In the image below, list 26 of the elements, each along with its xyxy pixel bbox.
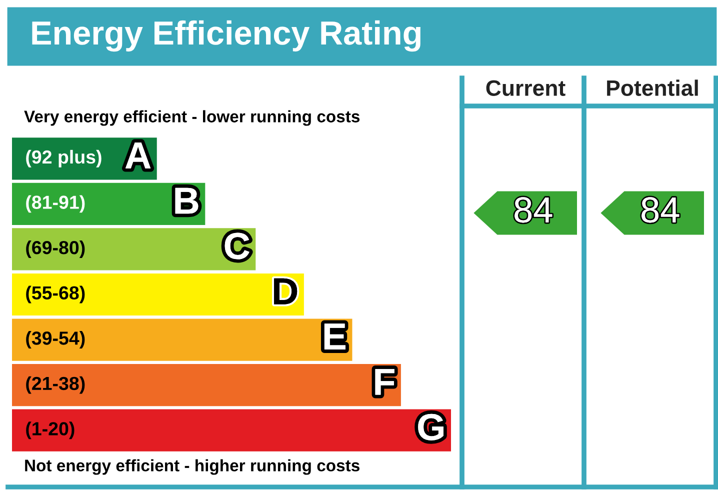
category-label: Current xyxy=(486,80,566,96)
y-tick-label: E xyxy=(324,324,346,350)
text: Very energy efficient - lower running costs xyxy=(24,110,360,126)
y-tick-label: D xyxy=(274,278,298,304)
bar xyxy=(12,273,304,316)
bar xyxy=(12,364,401,406)
data-label: 84 xyxy=(514,197,552,223)
annotation: (39-54) xyxy=(26,331,85,349)
y-tick-label: F xyxy=(375,368,394,395)
annotation: (92 plus) xyxy=(26,150,102,168)
data-label: 84 xyxy=(642,197,680,223)
y-tick-label: B xyxy=(175,188,198,214)
chart-title: Energy Efficiency Rating xyxy=(32,20,420,52)
y-tick-label: A xyxy=(125,142,151,168)
annotation: (55-68) xyxy=(26,286,85,304)
annotation: (21-38) xyxy=(26,376,85,394)
bar xyxy=(12,318,352,361)
y-tick-label: C xyxy=(224,232,250,260)
bar xyxy=(12,409,451,452)
bar xyxy=(12,228,256,270)
text: Not energy efficient - higher running costs xyxy=(25,459,360,475)
annotation: (81-91) xyxy=(26,195,85,213)
annotation: (1-20) xyxy=(26,422,74,440)
category-label: Potential xyxy=(607,80,698,96)
y-tick-label: G xyxy=(418,414,444,440)
annotation: (69-80) xyxy=(26,240,85,258)
